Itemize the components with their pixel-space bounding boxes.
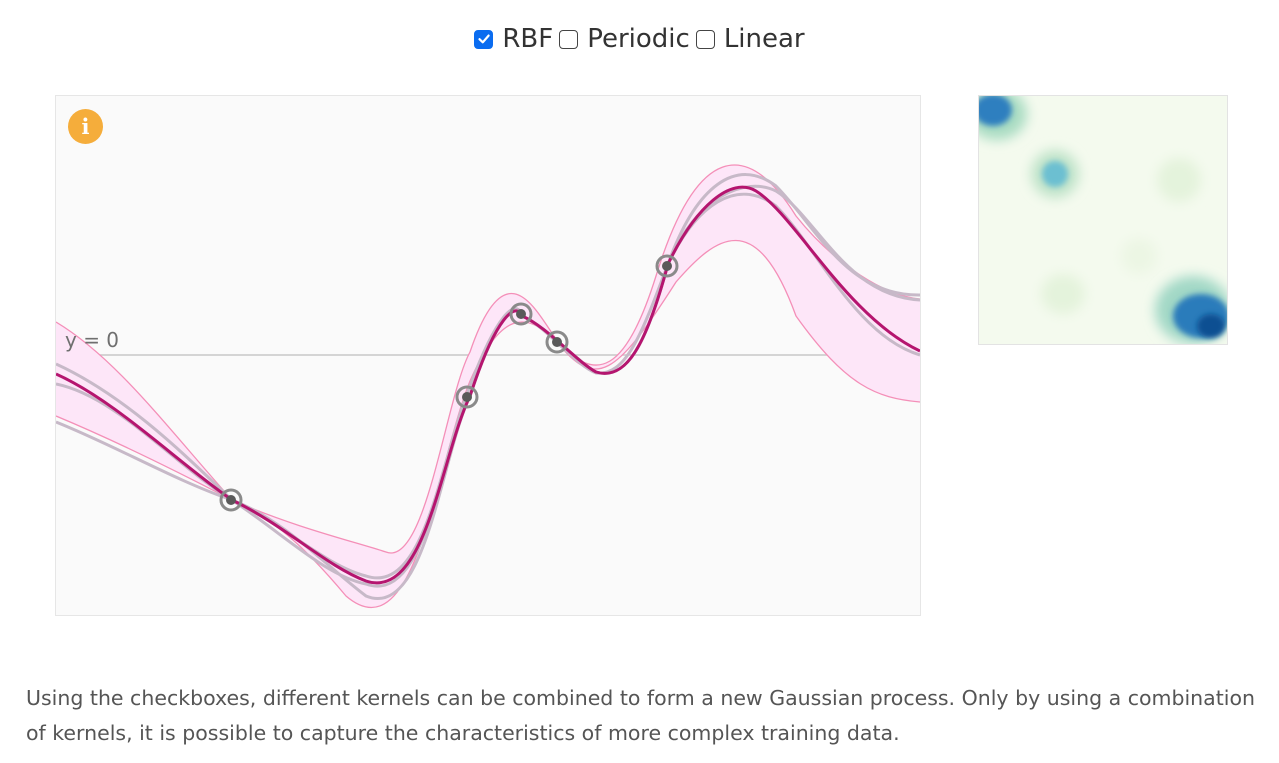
- training-point[interactable]: [455, 385, 479, 409]
- training-point[interactable]: [219, 488, 243, 512]
- covariance-heatmap: [978, 95, 1228, 345]
- training-point[interactable]: [545, 330, 569, 354]
- heatmap-cell-faint: [1041, 274, 1085, 314]
- point-ring: [219, 488, 243, 512]
- kernel-linear-option[interactable]: Linear: [695, 24, 805, 54]
- gaussian-process-plot[interactable]: i y = 0: [55, 95, 921, 616]
- training-points[interactable]: [219, 254, 679, 512]
- point-ring: [509, 302, 533, 326]
- point-dot: [662, 261, 672, 271]
- point-dot: [226, 495, 236, 505]
- point-ring: [455, 385, 479, 409]
- confidence-band: [56, 165, 920, 608]
- heatmap-cell-strongest: [1197, 314, 1225, 338]
- training-point[interactable]: [655, 254, 679, 278]
- heatmap-cell-strong: [979, 96, 1012, 126]
- training-point[interactable]: [509, 302, 533, 326]
- linear-label: Linear: [723, 24, 805, 54]
- point-dot: [462, 392, 472, 402]
- linear-checkbox[interactable]: [695, 29, 715, 49]
- periodic-checkbox[interactable]: [559, 29, 579, 49]
- heatmap-cell-medium: [1042, 161, 1068, 187]
- zero-line-label: y = 0: [65, 328, 120, 352]
- covariance-matrix: [979, 96, 1227, 344]
- heatmap-cell-faint: [1157, 158, 1201, 202]
- kernel-selector: RBF Periodic Linear: [0, 24, 1279, 54]
- point-ring: [655, 254, 679, 278]
- gp-curves: [56, 164, 920, 608]
- point-dot: [516, 309, 526, 319]
- description-text: Using the checkboxes, different kernels …: [26, 685, 1256, 745]
- check-icon: [478, 34, 490, 44]
- kernel-rbf-option[interactable]: RBF: [474, 24, 553, 54]
- point-ring: [545, 330, 569, 354]
- rbf-checkbox[interactable]: [474, 29, 494, 49]
- periodic-label: Periodic: [587, 24, 690, 54]
- rbf-label: RBF: [502, 24, 554, 54]
- point-dot: [552, 337, 562, 347]
- heatmap-cell-faint: [1121, 238, 1157, 274]
- kernel-periodic-option[interactable]: Periodic: [559, 24, 690, 54]
- info-icon[interactable]: i: [68, 109, 103, 144]
